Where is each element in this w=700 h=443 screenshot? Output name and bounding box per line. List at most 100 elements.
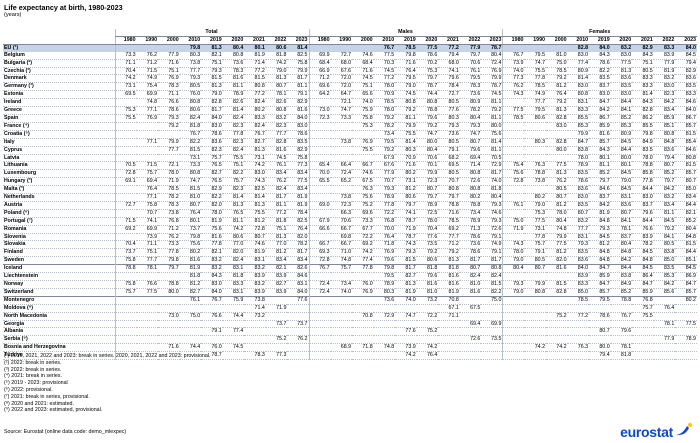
- value-cell: [352, 351, 374, 361]
- value-cell: 84.5: [589, 233, 611, 242]
- value-cell: [352, 295, 374, 305]
- value-cell: 73.2: [244, 312, 266, 321]
- value-cell: 71.6: [352, 67, 374, 76]
- value-cell: 74.1: [395, 209, 417, 218]
- table-row: Slovakia 70.4 71.1 73.3 75.6 77.8 77.0 74.6 77.0…: [3, 240, 697, 250]
- value-cell: 80.1: [610, 161, 633, 171]
- value-cell: 73.8: [330, 138, 353, 147]
- value-cell: 82.3: [201, 146, 223, 155]
- value-cell: [158, 335, 180, 345]
- value-cell: 74.6: [352, 169, 374, 179]
- value-cell: 76.1: [265, 161, 288, 171]
- value-cell: 80.2: [524, 193, 547, 202]
- value-cell: 84.1: [653, 233, 676, 242]
- value-cell: 81.2: [546, 248, 568, 258]
- value-cell: 74.9: [481, 240, 503, 250]
- value-cell: 83.0: [567, 82, 590, 92]
- value-cell: 79.0: [201, 90, 223, 100]
- value-cell: [136, 312, 159, 321]
- value-cell: 76.0: [201, 343, 223, 353]
- value-cell: [179, 335, 202, 345]
- value-cell: 80.7: [675, 177, 697, 187]
- value-cell: [502, 312, 525, 321]
- value-cell: 79.7: [459, 51, 482, 60]
- value-cell: 79.5: [459, 74, 482, 84]
- value-cell: 66.7: [352, 161, 374, 171]
- value-cell: 69.0: [308, 201, 331, 210]
- value-cell: 76.2: [265, 177, 288, 187]
- value-cell: 83.1: [244, 256, 266, 266]
- value-cell: 82.0: [546, 256, 568, 266]
- value-cell: 76.4: [416, 351, 439, 361]
- value-cell: 83.7: [589, 193, 611, 202]
- value-cell: 70.7: [438, 177, 460, 187]
- value-cell: [308, 351, 331, 361]
- value-cell: 81.3: [438, 256, 460, 266]
- country-label: Latvia: [3, 154, 116, 163]
- value-cell: [546, 304, 568, 313]
- value-cell: 74.0: [330, 288, 353, 297]
- value-cell: 79.6: [373, 256, 396, 266]
- value-cell: 84.4: [610, 146, 633, 155]
- value-cell: [524, 146, 547, 155]
- value-cell: 80.2: [459, 193, 482, 202]
- value-cell: 85.5: [632, 122, 654, 131]
- value-cell: 72.4: [308, 280, 331, 289]
- value-cell: 81.7: [481, 256, 503, 266]
- value-cell: 74.6: [244, 240, 266, 250]
- value-cell: 84.4: [610, 98, 633, 108]
- value-cell: [222, 320, 245, 329]
- table-row: Norway 75.8 76.6 78.8 81.2 83.0 83.3 83.2 82.7 83…: [3, 280, 697, 289]
- value-cell: 81.7: [395, 264, 417, 274]
- value-cell: 80.0: [158, 288, 180, 297]
- table-row: Albania 79.1 77.4 77.6 75.2 80.7 79.6: [3, 327, 697, 337]
- value-cell: 83.0: [610, 51, 633, 60]
- value-cell: 81.5: [675, 161, 697, 171]
- value-cell: 77.2: [373, 74, 396, 84]
- value-cell: 84.1: [610, 217, 633, 226]
- value-cell: [308, 122, 331, 131]
- value-cell: [675, 343, 697, 353]
- value-cell: 78.4: [287, 209, 309, 218]
- value-cell: 78.9: [416, 201, 439, 210]
- value-cell: 79.9: [416, 169, 439, 179]
- country-label: Lithuania: [3, 161, 116, 171]
- value-cell: 73.3: [179, 161, 202, 171]
- value-cell: 77.1: [136, 193, 159, 202]
- value-cell: [136, 295, 159, 305]
- value-cell: [502, 351, 525, 361]
- value-cell: 82.3: [653, 90, 676, 100]
- value-cell: 79.9: [567, 130, 590, 139]
- country-label: Bulgaria (²): [3, 59, 116, 68]
- value-cell: [114, 209, 137, 218]
- value-cell: 83.5: [567, 169, 590, 179]
- value-cell: 77.4: [352, 256, 374, 266]
- value-cell: 83.1: [222, 288, 245, 297]
- value-cell: 80.7: [610, 209, 633, 218]
- value-cell: 77.9: [653, 335, 676, 345]
- value-cell: 75.4: [136, 82, 159, 92]
- value-cell: 81.3: [201, 82, 223, 92]
- value-cell: 74.3: [502, 240, 525, 250]
- value-cell: 83.9: [265, 288, 288, 297]
- table-row: Switzerland 75.7 77.5 80.0 82.7 84.0 83.1 83.9 8…: [3, 288, 697, 297]
- value-cell: 72.0: [330, 74, 353, 84]
- value-cell: 66.3: [330, 209, 353, 218]
- value-cell: 84.5: [675, 51, 697, 60]
- value-cell: 80.8: [395, 98, 417, 108]
- value-cell: 77.8: [632, 177, 654, 187]
- value-cell: 80.7: [179, 201, 202, 210]
- value-cell: 72.8: [308, 256, 331, 266]
- value-cell: [136, 304, 159, 313]
- value-cell: [136, 146, 159, 155]
- value-cell: 84.2: [589, 106, 611, 115]
- value-cell: 81.6: [438, 280, 460, 289]
- value-cell: [114, 138, 137, 147]
- value-cell: 76.2: [136, 51, 159, 60]
- value-cell: 69.9: [136, 90, 159, 100]
- value-cell: [438, 351, 460, 361]
- value-cell: 81.6: [416, 280, 439, 289]
- value-cell: 73.3: [330, 114, 353, 123]
- value-cell: 80.5: [179, 82, 202, 92]
- value-cell: 74.8: [373, 343, 396, 353]
